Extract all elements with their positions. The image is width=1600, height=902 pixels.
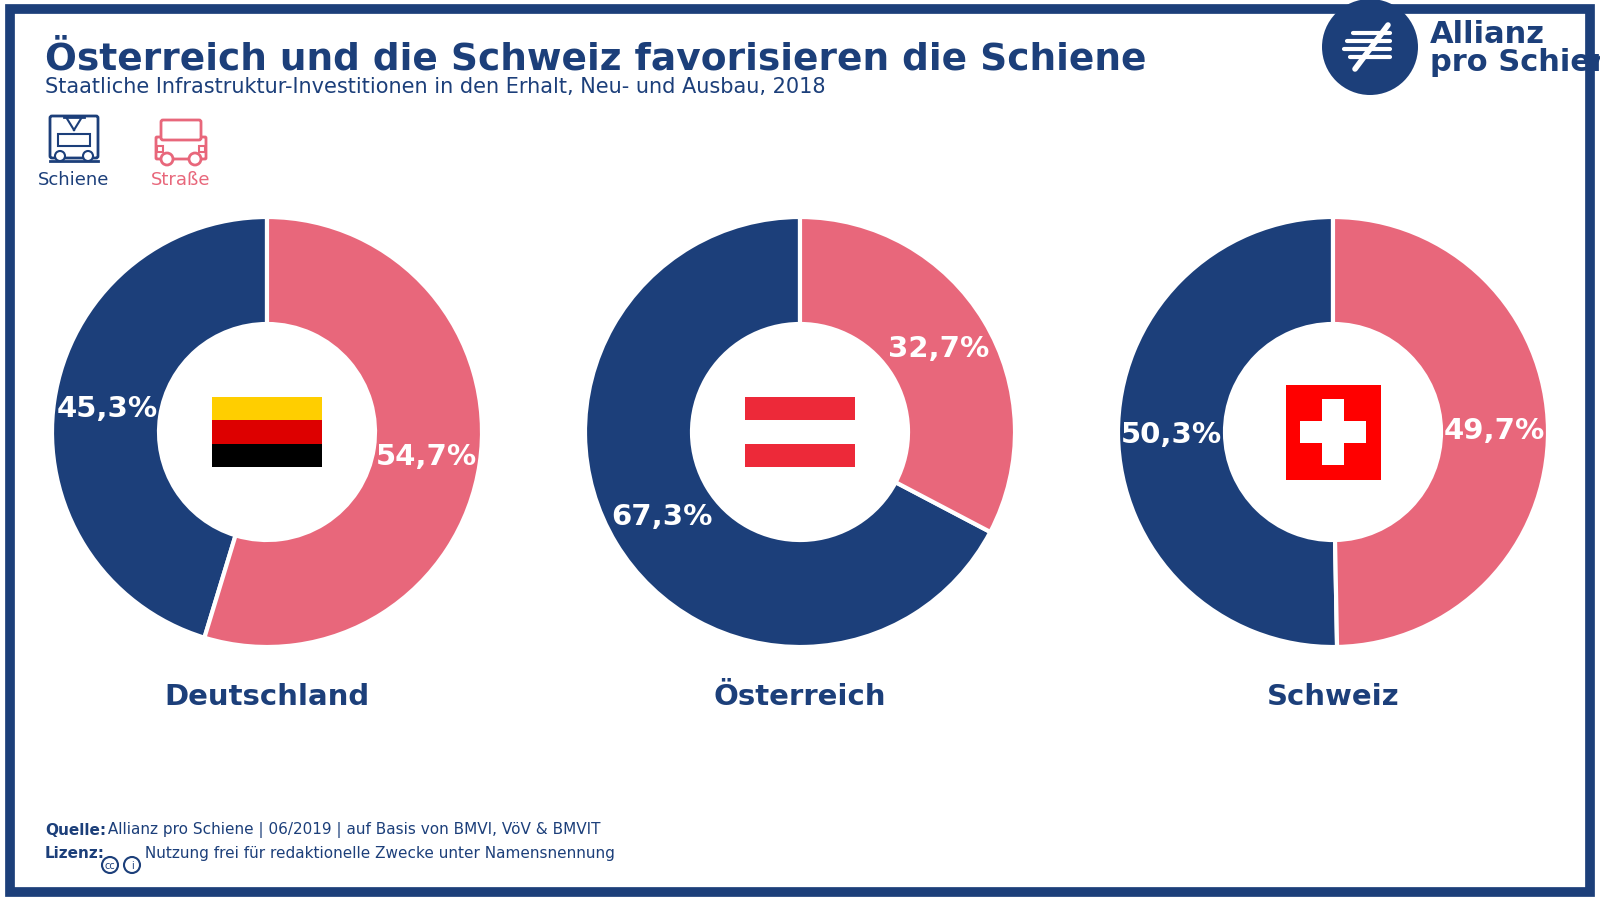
Bar [1322,400,1344,465]
Bar [746,421,854,444]
Text: Österreich: Österreich [714,682,886,710]
Text: cc: cc [104,860,115,870]
Circle shape [158,325,374,540]
Wedge shape [1118,217,1338,648]
Text: Lizenz:: Lizenz: [45,845,106,860]
Bar [157,147,163,152]
Bar [1285,385,1381,480]
Bar [746,398,854,421]
Text: i: i [131,860,133,870]
Bar [746,444,854,467]
Wedge shape [1333,217,1547,648]
Text: 54,7%: 54,7% [376,442,477,470]
Text: Straße: Straße [152,170,211,189]
Text: Österreich und die Schweiz favorisieren die Schiene: Österreich und die Schweiz favorisieren … [45,41,1147,77]
Bar [198,147,205,152]
Bar [211,398,322,421]
Text: Quelle:: Quelle: [45,822,106,837]
Circle shape [1322,0,1418,96]
Text: Allianz pro Schiene | 06/2019 | auf Basis von BMVI, VöV & BMVIT: Allianz pro Schiene | 06/2019 | auf Basi… [102,821,600,837]
Wedge shape [53,217,267,638]
Text: pro Schiene: pro Schiene [1430,48,1600,77]
Circle shape [1226,325,1442,540]
Wedge shape [586,217,990,648]
Text: 50,3%: 50,3% [1122,420,1222,448]
Text: Deutschland: Deutschland [165,682,370,710]
Bar [1299,421,1366,444]
Wedge shape [800,217,1014,532]
Circle shape [83,152,93,161]
Text: 67,3%: 67,3% [611,502,712,530]
Text: Schweiz: Schweiz [1267,682,1400,710]
Circle shape [125,857,141,873]
FancyBboxPatch shape [157,138,206,160]
FancyBboxPatch shape [162,121,202,141]
Circle shape [54,152,66,161]
Circle shape [691,325,909,540]
Text: 32,7%: 32,7% [888,336,989,364]
Circle shape [102,857,118,873]
Text: Staatliche Infrastruktur-Investitionen in den Erhalt, Neu- und Ausbau, 2018: Staatliche Infrastruktur-Investitionen i… [45,77,826,97]
Text: Allianz: Allianz [1430,20,1546,49]
Circle shape [189,154,202,166]
FancyBboxPatch shape [10,10,1590,892]
Circle shape [162,154,173,166]
Text: Schiene: Schiene [38,170,110,189]
Bar [211,421,322,444]
Bar [211,444,322,467]
Text: Nutzung frei für redaktionelle Zwecke unter Namensnennung: Nutzung frei für redaktionelle Zwecke un… [141,845,614,860]
Text: 45,3%: 45,3% [56,395,158,423]
Wedge shape [205,217,482,648]
FancyBboxPatch shape [50,117,98,159]
Text: 49,7%: 49,7% [1443,417,1546,445]
Bar [58,135,90,147]
